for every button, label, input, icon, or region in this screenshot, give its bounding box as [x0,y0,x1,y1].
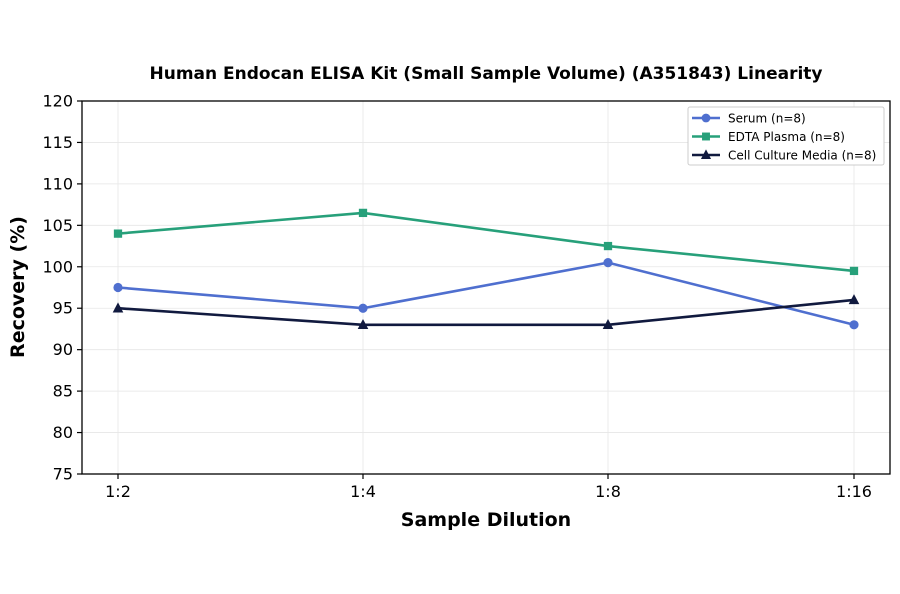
y-tick-label: 75 [53,465,73,484]
x-tick-label: 1:16 [836,482,872,501]
data-point [603,258,613,268]
grid-lines [82,100,890,475]
data-point [849,266,859,276]
legend-item: EDTA Plasma (n=8) [692,130,845,144]
data-point [113,229,123,238]
x-axis-label: Sample Dilution [401,509,571,531]
plot-area-frame [81,100,891,475]
y-tick-label: 110 [42,174,73,193]
legend-label: EDTA Plasma (n=8) [728,130,845,144]
legend-label: Cell Culture Media (n=8) [728,149,876,163]
series-3 [112,294,860,330]
data-point [112,302,124,313]
y-tick-label: 100 [42,257,73,276]
data-point [603,241,613,251]
y-tick-label: 120 [42,92,73,111]
x-tick-label: 1:2 [105,482,131,501]
y-axis-label: Recovery (%) [7,216,29,358]
data-point [848,294,860,305]
legend-box [687,106,885,166]
series-line [117,211,855,273]
series-1 [113,258,859,330]
series-line [117,261,855,327]
y-tick-label: 115 [42,133,73,152]
y-tick-label: 90 [53,340,73,359]
data-point [849,320,859,330]
series-layer [112,208,860,330]
series-2 [113,208,859,276]
legend-item: Serum (n=8) [692,112,806,126]
chart-title: Human Endocan ELISA Kit (Small Sample Vo… [150,64,823,84]
legend: Serum (n=8) EDTA Plasma (n=8) Cell Culture… [687,106,885,166]
data-point [602,318,614,330]
y-tick-label: 80 [53,423,73,442]
data-point [358,208,368,218]
data-point [113,282,123,293]
legend-item: Cell Culture Media (n=8) [692,149,876,163]
x-tick-label: 1:4 [350,482,376,501]
legend-label: Serum (n=8) [728,112,806,126]
legend-swatch-marker [700,149,712,160]
axis-ticks: 75 80 85 90 95 100 105 110 115 120 1:2 1:4 1:8 1:16 [42,92,872,502]
data-point [357,318,369,330]
legend-swatch-marker [701,113,711,123]
y-tick-label: 95 [53,299,73,318]
data-point [358,303,368,313]
legend-swatch-marker [702,132,710,141]
series-line [117,298,855,327]
x-tick-label: 1:8 [595,482,621,501]
y-tick-label: 85 [53,382,73,401]
y-tick-label: 105 [42,216,73,235]
